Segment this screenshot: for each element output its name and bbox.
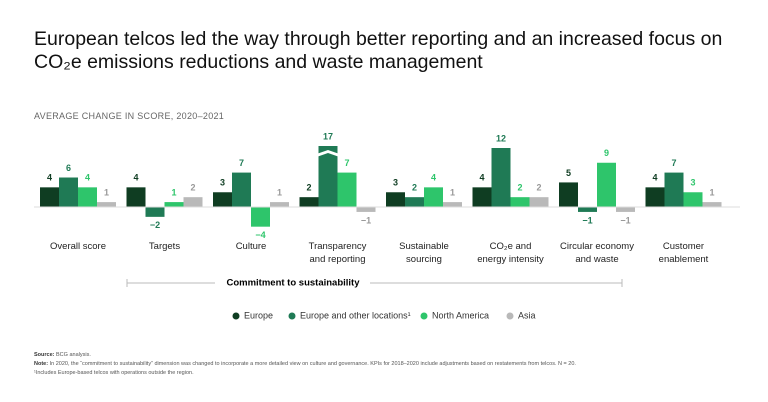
bar: [702, 202, 722, 208]
legend-swatch: [506, 312, 514, 320]
bar: [251, 207, 270, 227]
data-label: −2: [150, 220, 160, 230]
x-tick-label: Overall score: [50, 241, 106, 252]
note-text: In 2020, the “commitment to sustainabili…: [49, 361, 576, 367]
data-label: 1: [104, 187, 109, 197]
bar: [270, 202, 289, 208]
data-label: 3: [690, 178, 695, 188]
data-label: 4: [479, 173, 484, 183]
data-label: 1: [709, 187, 714, 197]
data-label: 1: [277, 187, 282, 197]
data-label: 3: [220, 178, 225, 188]
data-label: 2: [517, 183, 522, 193]
bar: [664, 172, 684, 208]
axis-break: [316, 150, 340, 157]
source-text: BCG analysis.: [56, 352, 91, 358]
x-tick-label: Culture: [235, 241, 267, 252]
data-label: 4: [133, 173, 138, 183]
source-label: Source:: [34, 352, 55, 358]
bar: [386, 192, 405, 208]
data-label: 4: [47, 173, 52, 183]
bar: [645, 187, 665, 208]
bar: [529, 197, 549, 208]
bar-group: [40, 146, 722, 227]
source: Source: BCG analysis.: [34, 351, 576, 360]
data-label: 4: [652, 173, 657, 183]
data-label: 7: [671, 158, 676, 168]
data-label: 4: [85, 173, 90, 183]
bar: [145, 207, 165, 217]
bar: [443, 202, 462, 208]
chart-subtitle: AVERAGE CHANGE IN SCORE, 2020–2021: [34, 111, 225, 121]
data-label: 7: [239, 158, 244, 168]
data-label: −1: [620, 215, 630, 225]
data-label: 1: [171, 187, 176, 197]
legend-label: Europe: [244, 310, 273, 320]
bar: [213, 192, 232, 208]
footnote: ¹Includes Europe-based telcos with opera…: [34, 370, 194, 376]
legend-label: Europe and other locations¹: [300, 310, 411, 320]
bar: [232, 172, 251, 208]
x-tick-label: Transparency and reporting: [308, 241, 367, 265]
bar: [97, 202, 116, 208]
data-label: −4: [255, 230, 265, 240]
data-label: 7: [344, 158, 349, 168]
bar: [616, 207, 635, 212]
note-label: Note:: [34, 361, 49, 367]
bar: [59, 177, 78, 208]
data-label: 6: [66, 163, 71, 173]
bar: [356, 207, 376, 212]
bar: [491, 148, 511, 208]
footnotes: Source: BCG analysis. Note: In 2020, the…: [34, 351, 576, 378]
data-label: 4: [431, 173, 436, 183]
bar: [683, 192, 703, 208]
data-label: 2: [536, 183, 541, 193]
data-label: 3: [393, 178, 398, 188]
bar: [183, 197, 203, 208]
x-tick-label: Sustainable sourcing: [399, 241, 449, 265]
data-label: −1: [361, 215, 371, 225]
bar: [424, 187, 443, 208]
data-label: 2: [190, 183, 195, 193]
x-tick-label: Targets: [148, 241, 181, 252]
bar: [164, 202, 184, 208]
bar: [597, 162, 616, 208]
legend-swatch: [288, 312, 296, 320]
bar: [78, 187, 97, 208]
bar: [559, 182, 578, 208]
note: Note: In 2020, the “commitment to sustai…: [34, 360, 576, 369]
bar: [472, 187, 492, 208]
bar: [299, 197, 319, 208]
data-label: 17: [323, 131, 333, 141]
x-tick-label: Customer enablement: [658, 241, 709, 265]
bar: [337, 172, 357, 208]
legend-swatch: [420, 312, 428, 320]
legend-label: Asia: [518, 310, 536, 320]
chart-title: European telcos led the way through bett…: [34, 28, 723, 73]
bar: [405, 197, 424, 208]
bar: [318, 146, 338, 208]
legend-label: North America: [432, 310, 489, 320]
x-tick-label: Circular economy and waste: [560, 241, 634, 265]
data-label: 12: [496, 133, 506, 143]
data-label: 9: [604, 148, 609, 158]
data-label: 5: [566, 168, 571, 178]
bar: [40, 187, 59, 208]
data-label: −1: [582, 215, 592, 225]
bar: [126, 187, 146, 208]
bar: [578, 207, 597, 212]
data-label: 1: [450, 187, 455, 197]
data-label: 2: [306, 183, 311, 193]
legend-swatch: [232, 312, 240, 320]
data-label: 2: [412, 183, 417, 193]
annotation: Commitment to sustainability: [226, 278, 360, 289]
bar: [510, 197, 530, 208]
x-tick-label: CO₂e and energy intensity: [477, 241, 544, 265]
